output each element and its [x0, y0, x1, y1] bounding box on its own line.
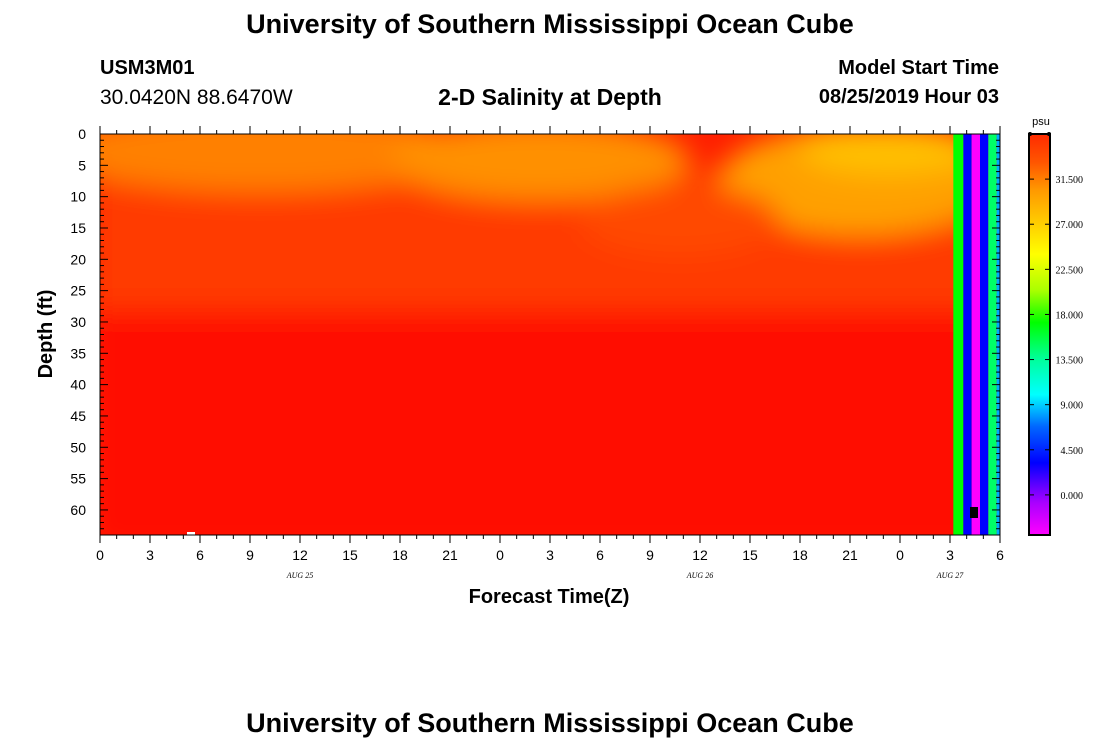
edge-columns [953, 134, 1000, 535]
missing-data-marker [970, 507, 978, 518]
colorbar-tick-label: 9.000 [1061, 401, 1084, 412]
surface-lens-aug25 [100, 134, 470, 192]
x-tick-label: 15 [742, 547, 758, 563]
colorbar-ticks: 31.500 27.000 22.500 18.000 13.500 9.000 4.500… [1029, 175, 1083, 502]
y-tick-label: 0 [78, 126, 86, 142]
surface-lens-aug26 [390, 134, 690, 200]
y-tick-label: 20 [70, 251, 86, 267]
y-tick-label: 60 [70, 502, 86, 518]
x-date-label: AUG 26 [686, 571, 713, 580]
missing-data-marker [187, 532, 195, 535]
footer-title: University of Southern Mississippi Ocean… [246, 708, 854, 738]
x-tick-label: 18 [392, 547, 408, 563]
x-tick-label: 12 [692, 547, 708, 563]
colorbar-tick-label: 27.000 [1056, 220, 1084, 231]
y-tick-label: 10 [70, 189, 86, 205]
y-tick-label: 45 [70, 408, 86, 424]
x-tick-label: 21 [842, 547, 858, 563]
surface-max-freshening [800, 134, 980, 175]
x-tick-label: 3 [946, 547, 954, 563]
x-tick-label: 18 [792, 547, 808, 563]
colorbar-tick-label: 18.000 [1056, 310, 1084, 321]
x-date-label: AUG 25 [286, 571, 313, 580]
y-tick-label: 55 [70, 471, 86, 487]
y-tick-label: 30 [70, 314, 86, 330]
x-tick-label: 21 [442, 547, 458, 563]
salinity-field [100, 134, 1000, 535]
x-tick-label: 6 [996, 547, 1004, 563]
y-axis: 0 5 10 15 20 25 30 35 40 45 50 55 60 [70, 126, 1000, 536]
colorbar-tick-label: 0.000 [1061, 491, 1084, 502]
colorbar [1028, 133, 1051, 536]
chart-title: 2-D Salinity at Depth [438, 84, 662, 110]
model-start-value: 08/25/2019 Hour 03 [818, 86, 999, 108]
page-title: University of Southern Mississippi Ocean… [246, 9, 854, 39]
x-tick-label: 0 [896, 547, 904, 563]
edge-column [971, 134, 980, 535]
colorbar-cap [1028, 132, 1032, 136]
station-coordinates: 30.0420N 88.6470W [100, 86, 293, 109]
x-tick-label: 6 [596, 547, 604, 563]
edge-column [963, 134, 972, 535]
colorbar-tick-label: 4.500 [1061, 446, 1084, 457]
y-tick-label: 25 [70, 283, 86, 299]
colorbar-tick-label: 13.500 [1056, 356, 1084, 367]
downwelling-tongue [580, 185, 780, 255]
colorbar-tick-label: 31.500 [1056, 175, 1084, 186]
x-tick-label: 9 [246, 547, 254, 563]
edge-column [980, 134, 989, 535]
x-tick-label: 15 [342, 547, 358, 563]
y-tick-label: 5 [78, 157, 86, 173]
y-tick-label: 15 [70, 220, 86, 236]
station-id: USM3M01 [100, 57, 195, 79]
x-tick-label: 0 [496, 547, 504, 563]
y-tick-label: 50 [70, 439, 86, 455]
y-tick-label: 35 [70, 345, 86, 361]
x-date-label: AUG 27 [936, 571, 964, 580]
colorbar-unit: psu [1032, 116, 1050, 128]
x-axis: 0 3 6 9 12 15 18 21 0 3 6 9 12 15 18 21 0 3 6 AUG 25 AUG 26 A… [96, 126, 1004, 580]
x-tick-label: 3 [146, 547, 154, 563]
model-start-label: Model Start Time [838, 57, 999, 79]
x-tick-label: 12 [292, 547, 308, 563]
y-axis-label: Depth (ft) [35, 290, 57, 379]
x-tick-label: 6 [196, 547, 204, 563]
edge-column [988, 134, 997, 535]
edge-column [953, 134, 964, 535]
colorbar-tick-label: 22.500 [1056, 265, 1084, 276]
x-axis-label: Forecast Time(Z) [469, 586, 630, 608]
x-tick-label: 9 [646, 547, 654, 563]
x-tick-label: 3 [546, 547, 554, 563]
y-tick-label: 40 [70, 377, 86, 393]
deep-high-salinity [100, 290, 1000, 535]
x-tick-label: 0 [96, 547, 104, 563]
colorbar-cap [1047, 132, 1051, 136]
